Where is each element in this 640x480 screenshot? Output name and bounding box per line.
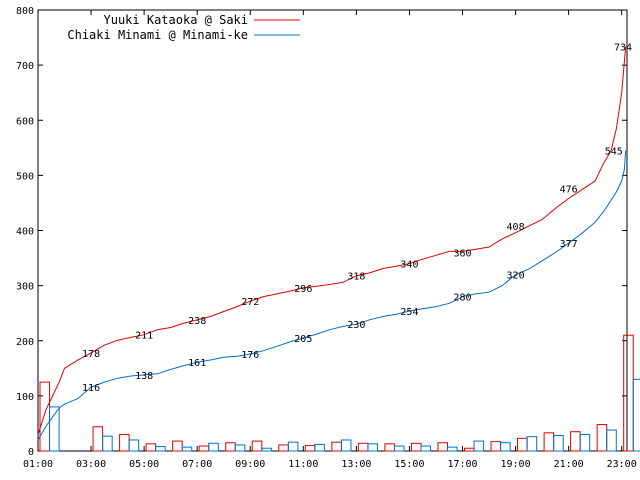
y-tick-label: 300 — [16, 282, 34, 293]
bar-series-1 — [331, 441, 342, 452]
bar-series-1 — [278, 444, 289, 452]
bar-series-2 — [393, 445, 405, 452]
data-label-series-1: 318 — [347, 272, 365, 283]
bar-series-1 — [437, 442, 449, 452]
data-label-series-1: 340 — [400, 260, 418, 271]
x-tick-label: 07:00 — [182, 459, 212, 470]
data-label-series-2: 116 — [82, 383, 100, 394]
cumulative-lines — [37, 46, 627, 441]
y-tick-label: 600 — [16, 116, 34, 127]
bar-series-1 — [623, 334, 634, 452]
data-labels: 178 211 238 272 296 318 340 360 408 476 545 734 116 1… — [82, 42, 632, 394]
bar-series-2 — [447, 446, 458, 452]
bar-series-2 — [632, 378, 640, 452]
bar-series-1 — [410, 442, 422, 452]
data-label-series-2: 230 — [347, 320, 365, 331]
x-tick-label: 17:00 — [447, 459, 477, 470]
bar-series-1 — [304, 444, 316, 452]
bar-series-1 — [225, 442, 236, 452]
bar-series-2 — [234, 444, 246, 452]
y-tick-label: 0 — [28, 447, 34, 458]
bar-series-1 — [172, 440, 183, 452]
y-tick-label: 800 — [16, 6, 34, 17]
data-label-series-1: 211 — [135, 331, 153, 342]
data-label-series-1: 408 — [507, 222, 525, 233]
y-tick-label: 500 — [16, 171, 34, 182]
bar-series-2 — [261, 447, 272, 452]
bar-series-2 — [553, 435, 564, 452]
legend: Yuuki Kataoka @ Saki Chiaki Minami @ Min… — [67, 13, 300, 42]
bar-series-1 — [543, 432, 555, 452]
x-tick-label: 15:00 — [394, 459, 424, 470]
bar-series-1 — [145, 443, 157, 452]
y-axis: 0 100 200 300 400 500 600 700 800 — [16, 6, 627, 458]
x-tick-label: 13:00 — [341, 459, 371, 470]
x-tick-label: 03:00 — [76, 459, 106, 470]
bar-series-1 — [251, 440, 263, 452]
bar-series-2 — [500, 442, 511, 452]
bar-series-2 — [314, 443, 325, 452]
y-tick-label: 100 — [16, 392, 34, 403]
bar-series-2 — [128, 439, 140, 452]
bar-series-1 — [517, 437, 528, 452]
x-tick-label: 19:00 — [501, 459, 531, 470]
bar-series-2 — [49, 406, 60, 452]
bar-series-1 — [119, 433, 130, 452]
bar-series-1 — [357, 442, 369, 452]
bar-series-2 — [102, 435, 113, 452]
plot-frame — [37, 9, 628, 452]
data-label-series-1: 238 — [188, 316, 206, 327]
x-tick-label: 01:00 — [23, 459, 53, 470]
legend-label-series-2: Chiaki Minami @ Minami-ke — [67, 28, 248, 42]
bar-series-2 — [340, 439, 352, 452]
data-label-series-1: 296 — [294, 284, 312, 295]
y-tick-label: 400 — [16, 227, 34, 238]
bar-series-2 — [208, 442, 219, 452]
data-label-series-1: 360 — [453, 249, 471, 260]
data-label-series-1: 476 — [560, 185, 578, 196]
hourly-bars — [39, 334, 640, 452]
y-tick-label: 200 — [16, 337, 34, 348]
bar-series-2 — [420, 445, 432, 452]
data-label-series-2: 176 — [241, 350, 259, 361]
x-tick-label: 05:00 — [129, 459, 159, 470]
bar-series-1 — [570, 431, 581, 452]
data-label-series-1: 178 — [82, 349, 100, 360]
data-label-series-2: 138 — [135, 371, 153, 382]
bar-series-2 — [155, 446, 166, 452]
data-label-series-2: 254 — [400, 307, 418, 318]
x-tick-label: 23:00 — [607, 459, 637, 470]
bar-series-1 — [490, 441, 502, 452]
data-label-series-2: 320 — [507, 271, 525, 282]
bar-series-1 — [198, 445, 210, 452]
data-label-series-1: 734 — [614, 42, 632, 53]
bar-series-2 — [473, 440, 485, 452]
bar-series-2 — [287, 441, 299, 452]
x-tick-label: 09:00 — [235, 459, 265, 470]
x-axis: 01:00 03:00 05:00 07:00 09:00 11:00 13:00 15:00… — [23, 10, 637, 470]
bar-series-1 — [464, 447, 475, 452]
data-label-series-1: 272 — [241, 297, 259, 308]
bar-series-1 — [596, 424, 608, 452]
data-label-series-2: 377 — [560, 239, 578, 250]
legend-label-series-1: Yuuki Kataoka @ Saki — [104, 13, 249, 27]
data-label-series-2: 161 — [188, 358, 206, 369]
y-tick-label: 700 — [16, 61, 34, 72]
bar-series-2 — [367, 443, 378, 452]
bar-series-2 — [606, 429, 617, 452]
bar-series-2 — [579, 433, 591, 452]
bar-series-2 — [526, 436, 538, 452]
bar-series-1 — [92, 426, 104, 452]
line-series-2 — [37, 150, 627, 441]
data-label-series-1: 545 — [605, 147, 623, 158]
x-tick-label: 11:00 — [288, 459, 318, 470]
bar-series-1 — [384, 443, 395, 452]
line-series-1 — [37, 46, 627, 435]
bar-series-1 — [39, 381, 51, 452]
bar-series-2 — [181, 446, 193, 452]
data-label-series-2: 280 — [453, 293, 471, 304]
data-label-series-2: 205 — [294, 334, 312, 345]
x-tick-label: 21:00 — [554, 459, 584, 470]
